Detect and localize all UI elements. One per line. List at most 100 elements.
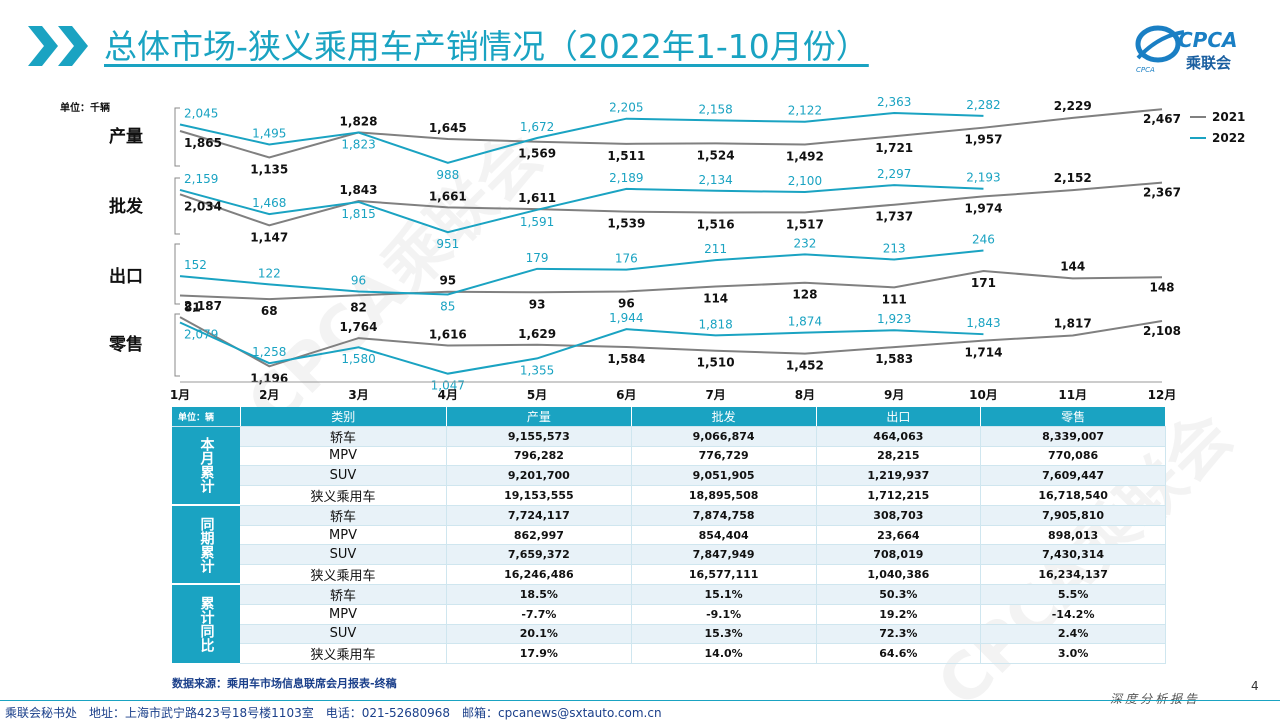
table-row: MPV 796,282 776,729 28,215 770,086 [172,446,1166,467]
table-cell: 7,905,810 [980,505,1166,526]
data-label-2022: 2,134 [698,173,732,187]
data-label-2021: 171 [971,276,996,290]
table-cell: 19.2% [816,604,982,625]
table-category: SUV [240,544,447,565]
table-cell: 776,729 [631,446,817,467]
table-category: MPV [240,446,447,467]
data-label-2021: 1,524 [697,148,735,162]
table-group-label: 累计同比 [172,584,240,665]
table-cell: 7,609,447 [980,465,1166,486]
data-label-2022: 2,158 [698,102,732,116]
series-2022-line [179,184,984,234]
data-label-2022: 1,355 [520,363,554,377]
table-category: MPV [240,525,447,546]
panel-bracket [174,313,180,377]
panel-label: 批发 [109,196,144,217]
data-label-2021: 1,865 [184,136,222,150]
legend-label: 2022 [1212,131,1245,145]
data-label-2022: 246 [972,233,995,247]
data-label-2022: 1,818 [698,317,732,331]
data-label-2022: 2,122 [788,104,822,118]
table-group-label: 本月累计 [172,426,240,507]
table-row: SUV 20.1% 15.3% 72.3% 2.4% [172,624,1166,645]
table-header: 产量 [446,407,632,427]
table-cell: 17.9% [446,643,632,665]
page-number: 4 [1251,679,1259,693]
table-cell: 15.3% [631,624,817,645]
svg-text:CPCA: CPCA [1136,66,1155,74]
data-label-2022: 2,159 [184,172,218,186]
table-cell: 20.1% [446,624,632,645]
data-label-2021: 1,957 [964,133,1002,147]
line-chart: 产量 1,865 1,135 1,828 1,645 1,569 1,511 1,524 1,4… [108,95,1245,402]
data-label-2022: 2,079 [184,327,218,341]
table-header: 出口 [816,407,982,427]
x-tick-label: 2月 [259,388,279,402]
table-cell: -14.2% [980,604,1166,625]
data-label-2022: 2,205 [609,101,643,115]
table-category: SUV [240,624,447,645]
data-label-2021: 68 [261,304,278,318]
data-label-2021: 1,764 [340,320,378,334]
data-label-2022: 1,815 [341,207,375,221]
x-tick-label: 1月 [170,388,190,402]
data-label-2021: 1,147 [250,230,288,244]
header-chevron-icon [28,26,88,66]
report-label: 深度分析报告 [1110,692,1201,706]
table-cell: 16,234,137 [980,564,1166,585]
table-cell: 1,712,215 [816,485,982,506]
data-label-2022: 122 [258,266,281,280]
table-cell: 7,847,949 [631,544,817,565]
data-label-2022: 179 [526,251,549,265]
table-cell: 14.0% [631,643,817,665]
data-label-2022: 2,100 [788,174,822,188]
series-2022-line [179,249,984,296]
data-label-2022: 1,495 [252,126,286,140]
data-label-2021: 144 [1060,259,1085,273]
logo-text: CPCA [1178,28,1238,52]
footer-divider [0,700,1280,701]
data-label-2021: 114 [703,292,728,306]
table-category: 轿车 [240,584,447,605]
table-category: 狭义乘用车 [240,643,447,665]
table-cell: 18,895,508 [631,485,817,506]
data-label-2021: 1,737 [875,210,913,224]
data-label-2021: 96 [618,296,635,310]
data-label-2021: 81 [184,301,201,315]
data-label-2022: 1,944 [609,311,643,325]
data-label-2021: 128 [792,288,817,302]
table-cell: 796,282 [446,446,632,467]
table-category: 狭义乘用车 [240,485,447,506]
data-label-2021: 1,516 [697,217,735,231]
data-label-2021: 1,817 [1054,316,1092,330]
table-cell: 16,577,111 [631,564,817,585]
data-label-2022: 232 [793,236,816,250]
page-title: 总体市场-狭义乘用车产销情况（2022年1-10月份） [104,27,869,66]
x-tick-label: 7月 [705,388,725,402]
table-header: 类别 [240,407,447,427]
table-cell: 19,153,555 [446,485,632,506]
data-label-2022: 2,193 [966,171,1000,185]
table-cell: 9,051,905 [631,465,817,486]
table-category: MPV [240,604,447,625]
data-label-2021: 1,539 [607,217,645,231]
table-cell: -7.7% [446,604,632,625]
x-tick-label: 9月 [884,388,904,402]
panel-label: 零售 [108,334,143,355]
table-cell: 898,013 [980,525,1166,546]
data-label-2021: 1,511 [607,149,645,163]
x-tick-label: 5月 [527,388,547,402]
table-unit: 单位：辆 [172,407,241,427]
table-cell: -9.1% [631,604,817,625]
data-label-2022: 1,580 [341,352,375,366]
x-tick-label: 4月 [438,388,458,402]
data-label-2021: 1,517 [786,217,824,231]
footer-contact: 乘联会秘书处 地址：上海市武宁路423号18号楼1103室 电话：021-526… [5,706,662,720]
data-label-2022: 1,672 [520,120,554,134]
table-cell: 28,215 [816,446,982,467]
data-label-2021: 1,843 [340,183,378,197]
data-label-2022: 2,363 [877,95,911,109]
data-label-2021: 1,569 [518,147,556,161]
table-category: 狭义乘用车 [240,564,447,585]
table-row: SUV 7,659,372 7,847,949 708,019 7,430,314 [172,544,1166,565]
